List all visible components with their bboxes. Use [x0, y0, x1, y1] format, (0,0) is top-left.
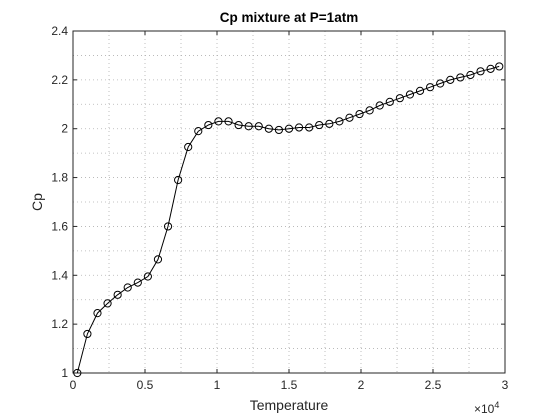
- y-tick-label: 1.2: [51, 317, 68, 331]
- x-tick-label: 1.5: [281, 378, 298, 392]
- data-point: [264, 124, 273, 133]
- x-axis-exponent: ×104: [474, 400, 499, 416]
- y-tick-label: 1.8: [51, 171, 68, 185]
- data-point: [224, 117, 233, 126]
- data-point: [446, 75, 455, 84]
- data-point: [355, 109, 364, 119]
- data-point: [274, 125, 284, 135]
- data-point: [395, 94, 404, 103]
- data-point: [405, 90, 415, 99]
- data-point: [466, 70, 475, 80]
- data-point: [365, 106, 374, 115]
- data-point: [254, 122, 263, 131]
- data-point: [244, 122, 253, 131]
- data-point: [305, 123, 314, 132]
- series-markers: [73, 62, 504, 378]
- data-point: [426, 83, 435, 92]
- data-point: [284, 124, 294, 133]
- x-axis-exponent-power: 4: [494, 400, 499, 410]
- data-point: [294, 123, 304, 132]
- x-axis-exponent-base: ×10: [474, 402, 495, 416]
- data-point: [495, 62, 504, 71]
- y-tick-label: 2: [61, 122, 68, 136]
- data-point: [83, 329, 92, 339]
- data-point: [325, 119, 334, 128]
- data-point: [385, 97, 394, 106]
- x-tick-label: 3: [502, 378, 509, 392]
- data-point: [315, 120, 324, 130]
- x-tick-label: 0: [70, 378, 77, 392]
- data-point: [204, 120, 213, 130]
- data-point: [486, 64, 495, 73]
- data-point: [93, 309, 102, 318]
- data-point: [73, 368, 82, 378]
- x-tick-label: 0.5: [137, 378, 154, 392]
- grid-lines: [73, 31, 505, 373]
- data-point: [194, 127, 203, 136]
- data-point: [476, 67, 485, 76]
- data-point: [103, 299, 112, 308]
- y-tick-label: 1.6: [51, 219, 68, 233]
- chart-title: Cp mixture at P=1atm: [220, 10, 358, 25]
- data-point: [415, 86, 425, 95]
- data-point: [345, 113, 354, 122]
- tick-labels: 0 0.5 1 1.5 2 2.5 3 1 1.2 1.4 1.6 1.8 2 2.2 2.4: [51, 24, 508, 392]
- data-point: [153, 255, 163, 264]
- data-point: [375, 101, 384, 110]
- x-tick-label: 2.5: [425, 378, 442, 392]
- y-tick-label: 2.2: [51, 73, 68, 87]
- data-point: [113, 290, 122, 299]
- data-point: [214, 117, 223, 126]
- x-tick-label: 2: [358, 378, 365, 392]
- y-tick-label: 1: [61, 366, 68, 380]
- series-line: [76, 65, 500, 374]
- data-point: [456, 73, 465, 82]
- data-point: [335, 117, 344, 126]
- data-point: [184, 142, 193, 152]
- data-point: [174, 175, 183, 185]
- x-axis-label: Temperature: [250, 397, 329, 413]
- y-axis-label: Cp: [29, 193, 45, 211]
- y-tick-label: 2.4: [51, 24, 68, 38]
- x-tick-label: 1: [214, 378, 221, 392]
- data-point: [133, 278, 142, 287]
- data-point: [123, 283, 132, 292]
- data-point: [143, 272, 152, 281]
- data-point: [163, 222, 173, 231]
- data-point: [436, 79, 445, 88]
- y-tick-label: 1.4: [51, 268, 68, 282]
- axis-ticks: [72, 30, 506, 374]
- data-point: [234, 120, 243, 130]
